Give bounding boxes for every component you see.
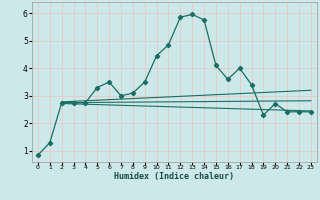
X-axis label: Humidex (Indice chaleur): Humidex (Indice chaleur) (115, 172, 234, 181)
